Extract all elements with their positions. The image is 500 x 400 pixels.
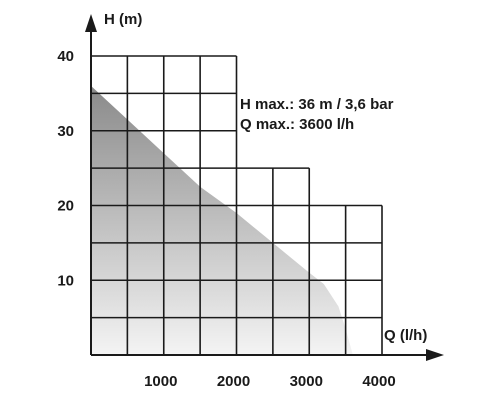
y-tick-label: 40: [57, 48, 74, 65]
y-tick-label: 20: [57, 198, 74, 215]
performance-area: [91, 85, 353, 356]
y-tick-labels: 10 20 30 40: [57, 48, 74, 289]
area-layer: [91, 85, 353, 356]
annotation-h-max: H max.: 36 m / 3,6 bar: [240, 96, 394, 113]
axes: [85, 14, 444, 361]
grid-lines: [91, 55, 383, 355]
x-tick-labels: 1000 2000 3000 4000: [144, 373, 396, 390]
x-tick-label: 1000: [144, 373, 177, 390]
x-axis-label: Q (l/h): [384, 327, 427, 344]
y-tick-label: 10: [57, 272, 74, 289]
y-tick-label: 30: [57, 123, 74, 140]
x-tick-label: 3000: [290, 373, 323, 390]
x-tick-label: 2000: [217, 373, 250, 390]
y-axis-arrow: [85, 14, 97, 32]
y-axis-label: H (m): [104, 11, 142, 28]
annotation-q-max: Q max.: 3600 l/h: [240, 116, 354, 133]
x-tick-label: 4000: [362, 373, 395, 390]
x-axis-arrow: [426, 349, 444, 361]
